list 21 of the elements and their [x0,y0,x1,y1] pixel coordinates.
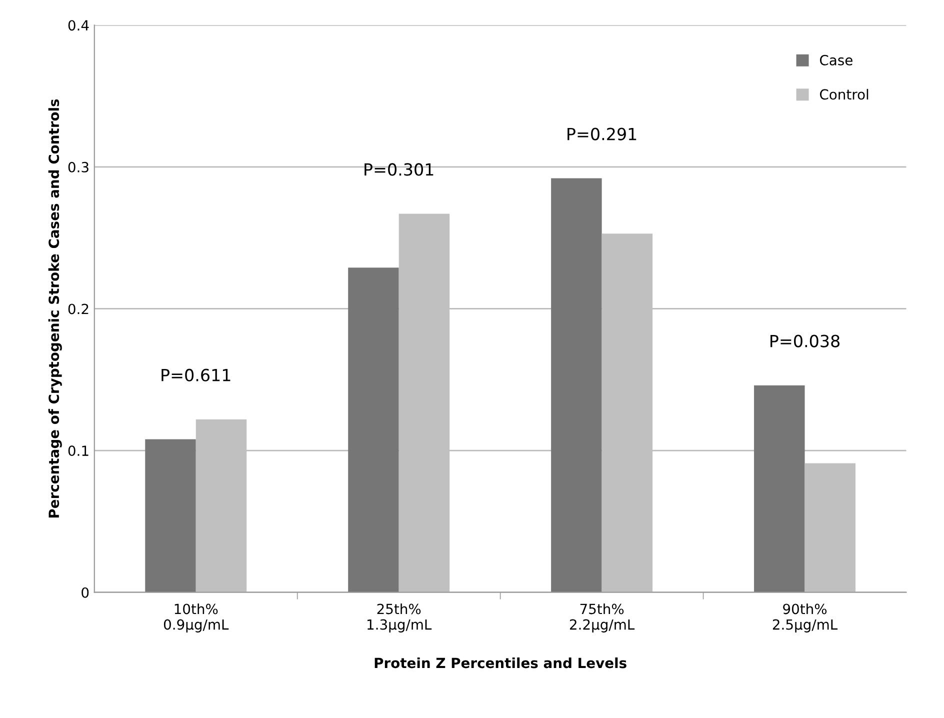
x-axis-title: Protein Z Percentiles and Levels [374,657,626,668]
bar [348,268,399,592]
legend-label: Case [820,54,852,66]
bar [145,439,196,592]
annotation: P=0.038 [770,334,840,348]
bar [754,385,805,592]
annotation: P=0.301 [364,163,434,176]
x-tick-label: 10th% 0.9µg/mL [164,603,229,632]
annotation: P=0.611 [162,368,230,382]
y-tick-label: 0.3 [68,162,88,172]
x-tick-label: 75th% 2.2µg/mL [570,603,635,632]
y-tick-label: 0.1 [68,446,88,456]
x-tick-label: 25th% 1.3µg/mL [368,603,432,632]
y-tick-label: 0 [82,587,89,598]
x-tick-label: 90th% 2.5µg/mL [772,603,838,632]
annotation: P=0.291 [568,128,636,140]
y-tick-label: 0.2 [68,304,88,314]
y-tick-label: 0.4 [68,20,89,31]
legend-label: Control [820,88,868,100]
bar [551,178,602,592]
y-axis-title: Percentage of Cryptogenic Stroke Cases and Controls [48,99,62,518]
